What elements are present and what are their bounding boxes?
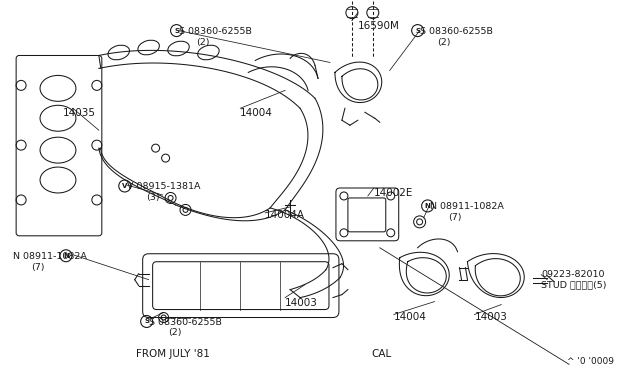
Text: S: S — [174, 28, 179, 33]
Text: N: N — [63, 253, 69, 259]
Text: N: N — [425, 203, 431, 209]
Text: ^ '0 '0009: ^ '0 '0009 — [567, 357, 614, 366]
Text: 14002E: 14002E — [374, 188, 413, 198]
Text: (2): (2) — [168, 328, 182, 337]
Text: V 08915-1381A: V 08915-1381A — [127, 182, 200, 191]
Text: 14035: 14035 — [63, 108, 96, 118]
Text: 14004: 14004 — [240, 108, 273, 118]
Text: S 08360-6255B: S 08360-6255B — [179, 26, 252, 36]
Text: S 08360-6255B: S 08360-6255B — [420, 26, 493, 36]
Text: 14003: 14003 — [474, 311, 508, 321]
Text: (3): (3) — [146, 193, 159, 202]
Text: 14004A: 14004A — [265, 210, 305, 220]
Text: S: S — [415, 28, 420, 33]
Text: 16590M: 16590M — [358, 20, 400, 31]
Text: V: V — [122, 183, 127, 189]
Text: 09223-82010: 09223-82010 — [541, 270, 605, 279]
Text: (2): (2) — [438, 38, 451, 46]
Text: (2): (2) — [196, 38, 210, 46]
Text: N 08911-1082A: N 08911-1082A — [429, 202, 504, 211]
Text: (7): (7) — [449, 213, 462, 222]
Text: (7): (7) — [31, 263, 45, 272]
Text: CAL: CAL — [372, 349, 392, 359]
Text: S 08360-6255B: S 08360-6255B — [148, 318, 221, 327]
Text: FROM JULY '81: FROM JULY '81 — [136, 349, 209, 359]
Text: STUD スタッド(5): STUD スタッド(5) — [541, 280, 607, 290]
Text: 14004: 14004 — [394, 311, 427, 321]
Text: S: S — [144, 318, 149, 324]
Text: 14003: 14003 — [285, 298, 318, 308]
Text: N 08911-1082A: N 08911-1082A — [13, 252, 87, 261]
